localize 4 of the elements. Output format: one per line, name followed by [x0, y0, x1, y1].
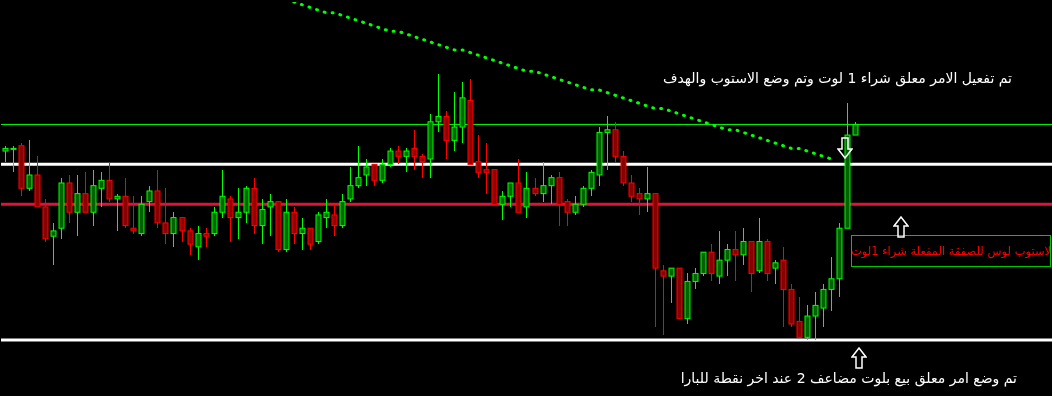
candlestick [130, 196, 137, 234]
candlestick [660, 265, 667, 335]
text: تم وضع امر معلق بيع بلوت مضاعف 2 عند اخر نقطة للبارا [680, 370, 1017, 386]
annotation: تم تفعيل الامر معلق شراء 1 لوت وتم وضع الاستوب والهدف [662, 70, 1012, 87]
